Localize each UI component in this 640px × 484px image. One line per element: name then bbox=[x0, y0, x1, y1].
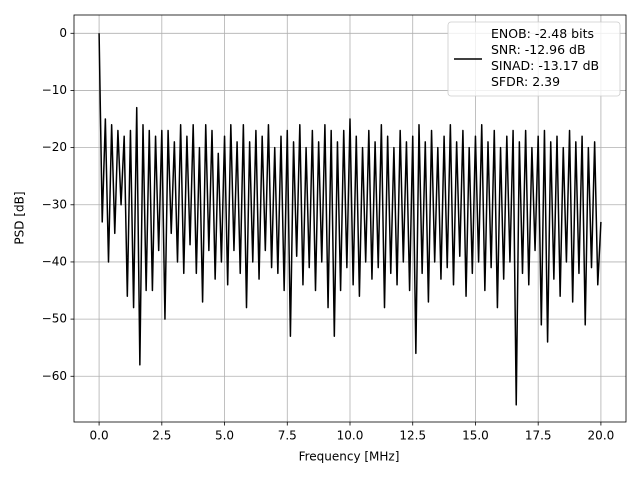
y-tick-label: −40 bbox=[42, 254, 67, 268]
x-tick-label: 5.0 bbox=[215, 429, 234, 443]
y-tick-label: −60 bbox=[42, 369, 67, 383]
y-tick-label: 0 bbox=[59, 26, 67, 40]
data-line bbox=[98, 33, 602, 406]
legend-label: ENOB: -2.48 bits SNR: -12.96 dB SINAD: -… bbox=[491, 26, 600, 89]
y-axis-label: PSD [dB] bbox=[13, 191, 27, 244]
y-tick-label: −20 bbox=[42, 140, 67, 154]
y-tick-label: −30 bbox=[42, 197, 67, 211]
y-tick-label: −10 bbox=[42, 83, 67, 97]
legend-box bbox=[447, 21, 621, 97]
y-tick-label: −50 bbox=[42, 312, 67, 326]
x-tick-label: 2.5 bbox=[152, 429, 171, 443]
x-tick-label: 17.5 bbox=[525, 429, 552, 443]
plot-frame bbox=[73, 14, 627, 423]
x-tick-label: 15.0 bbox=[462, 429, 489, 443]
x-tick-label: 12.5 bbox=[399, 429, 426, 443]
x-tick-label: 7.5 bbox=[278, 429, 297, 443]
x-tick-label: 20.0 bbox=[588, 429, 615, 443]
x-tick-label: 0.0 bbox=[90, 429, 109, 443]
x-tick-label: 10.0 bbox=[337, 429, 364, 443]
x-axis-label: Frequency [MHz] bbox=[299, 450, 400, 464]
legend-text-box: ENOB: -2.48 bits SNR: -12.96 dB SINAD: -… bbox=[491, 26, 600, 89]
